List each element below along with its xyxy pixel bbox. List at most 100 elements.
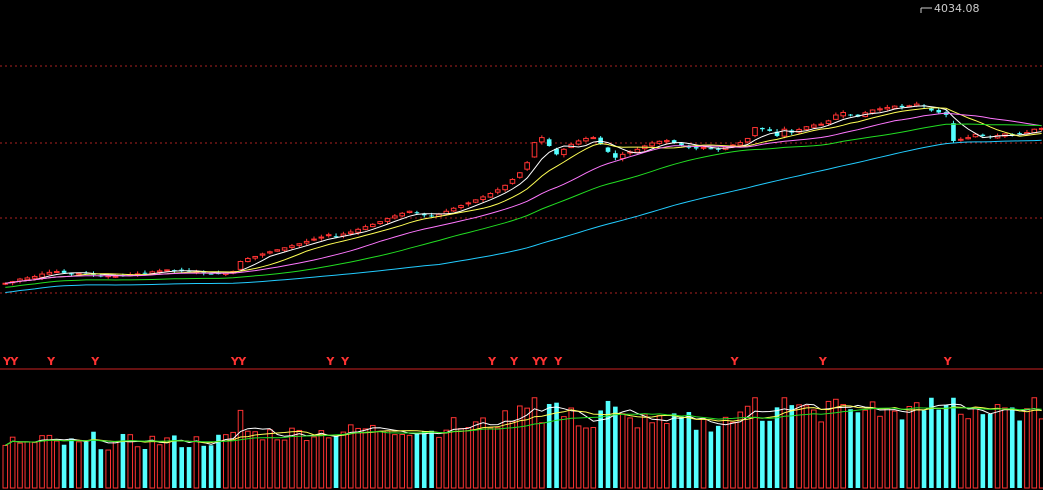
candle-body-up xyxy=(818,123,824,126)
volume-bar-up xyxy=(465,426,472,489)
volume-bar-up xyxy=(318,430,325,489)
volume-bar-up xyxy=(590,427,597,489)
volume-bar-up xyxy=(1002,407,1008,489)
price-grid xyxy=(0,65,1043,294)
volume-bar-down xyxy=(951,397,956,488)
candle-body-up xyxy=(965,137,971,140)
ma30-line xyxy=(5,123,1042,288)
candle-body-up xyxy=(392,215,398,219)
candle-body-down xyxy=(69,273,74,275)
candle-body-down xyxy=(715,148,721,150)
volume-bar-up xyxy=(105,449,112,489)
signal-marker: Y xyxy=(325,355,335,368)
candle-body-down xyxy=(613,153,618,158)
ma20-line xyxy=(5,112,1042,284)
volume-bar-up xyxy=(2,444,9,489)
volume-bar-up xyxy=(223,434,229,489)
volume-bar-up xyxy=(237,409,244,489)
volume-bar-up xyxy=(833,398,839,489)
volume-bar-down xyxy=(414,433,420,488)
volume-bar-up xyxy=(994,404,1001,489)
volume-bar-down xyxy=(767,420,772,488)
volume-bar-up xyxy=(517,405,523,489)
signal-marker: Y xyxy=(509,355,519,368)
volume-bar-down xyxy=(789,405,795,488)
candle-body-up xyxy=(509,178,516,184)
volume-bar-down xyxy=(142,448,148,488)
candle-body-down xyxy=(605,147,611,152)
volume-bar-down xyxy=(980,414,986,488)
volume-bar-up xyxy=(641,413,648,489)
candle-body-up xyxy=(487,193,494,198)
volume-bar-up xyxy=(811,409,817,489)
volume-bar-up xyxy=(840,404,847,489)
volume-bar-up xyxy=(649,422,655,489)
candle-body-up xyxy=(296,243,303,246)
candle-body-up xyxy=(377,221,383,224)
volume-bar-up xyxy=(480,417,486,489)
volume-bar-up xyxy=(958,413,964,489)
volume-bar-down xyxy=(120,433,126,488)
candle-body-up xyxy=(803,126,810,130)
candle-body-up xyxy=(259,253,266,256)
volume-bar-up xyxy=(869,401,876,489)
volume-bar-down xyxy=(1009,407,1015,488)
volume-bar-up xyxy=(744,405,751,489)
volume-bar-down xyxy=(686,412,692,488)
candle-body-up xyxy=(575,140,582,145)
high-price-label: 4034.08 xyxy=(934,2,980,15)
volume-bar-down xyxy=(848,409,853,488)
candle-body-up xyxy=(781,128,788,137)
candle-body-down xyxy=(760,127,765,130)
volume-bar-up xyxy=(193,436,200,489)
candle-body-down xyxy=(679,143,684,146)
candle-body-up xyxy=(164,269,170,272)
candle-body-down xyxy=(61,270,67,273)
signal-marker: Y xyxy=(943,355,953,368)
volume-bar-down xyxy=(715,425,721,488)
candle-body-up xyxy=(913,103,920,107)
candle-body-up xyxy=(1038,127,1043,130)
volume-bar-up xyxy=(303,440,310,489)
candle-body-up xyxy=(494,189,501,193)
volume-bar-up xyxy=(965,418,971,489)
volume-bar-up xyxy=(267,429,273,489)
volume-bar-up xyxy=(230,431,236,489)
volume-bar-down xyxy=(613,406,618,488)
candle-body-up xyxy=(399,212,405,217)
candle-body-up xyxy=(480,196,486,201)
volume-ma20-line xyxy=(5,407,1042,446)
candle-body-up xyxy=(267,251,273,254)
volume-bar-up xyxy=(384,430,391,489)
candle-body-down xyxy=(429,215,434,217)
volume-bar-down xyxy=(208,445,214,488)
candle-body-up xyxy=(252,255,258,259)
volume-bar-down xyxy=(899,419,905,488)
volume-bar-down xyxy=(936,409,942,488)
candle-body-up xyxy=(318,236,325,239)
candle-body-down xyxy=(693,147,699,149)
signal-marker: Y xyxy=(818,355,828,368)
volume-bar-up xyxy=(392,434,398,489)
candle-body-down xyxy=(774,131,780,136)
candle-body-up xyxy=(362,226,369,230)
volume-bar-up xyxy=(884,407,891,489)
volume-bar-down xyxy=(921,410,927,488)
volume-bar-up xyxy=(730,421,736,489)
volume-bar-down xyxy=(172,435,177,488)
candle-body-down xyxy=(980,134,986,136)
volume-bar-up xyxy=(972,407,979,489)
signal-marker: Y xyxy=(730,355,740,368)
volume-bar-up xyxy=(664,423,670,489)
candle-body-up xyxy=(465,202,472,205)
volume-bar-up xyxy=(722,416,729,489)
candle-body-up xyxy=(877,108,883,111)
volume-bar-up xyxy=(252,431,258,489)
volume-bar-up xyxy=(17,442,23,489)
volume-bar-up xyxy=(76,441,82,489)
volume-bar-up xyxy=(656,415,663,489)
ma60-line xyxy=(5,139,1042,293)
volume-bar-up xyxy=(906,406,913,489)
candle-body-up xyxy=(406,210,413,214)
